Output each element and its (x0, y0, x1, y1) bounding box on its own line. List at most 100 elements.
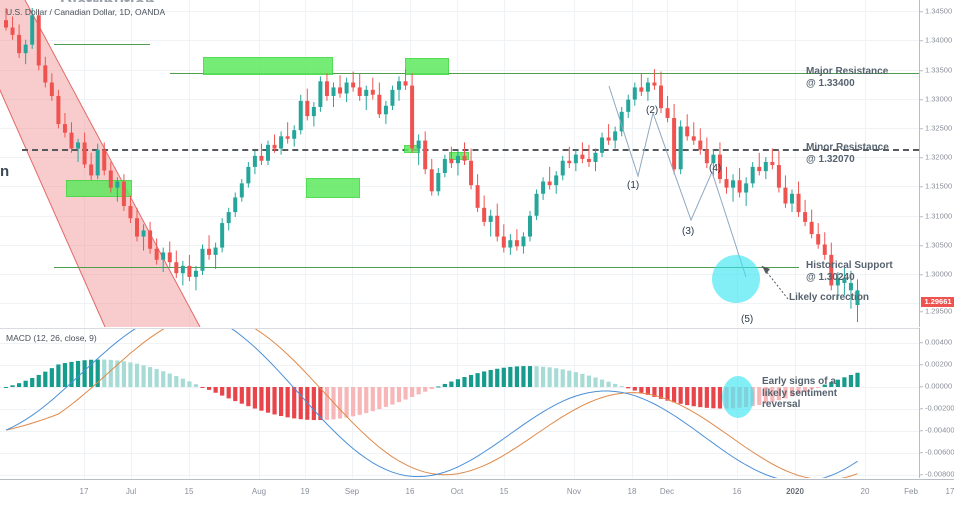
macd-histogram-bar (23, 380, 28, 387)
macd-histogram-bar (449, 381, 454, 387)
macd-histogram-bar (442, 383, 447, 387)
macd-histogram-bar (285, 387, 290, 418)
macd-histogram-bar (462, 377, 467, 387)
macd-histogram-bar (410, 387, 415, 397)
macd-histogram-bar (619, 386, 624, 388)
time-scale[interactable]: 17 Jul 15 Aug 19 Sep 16 Oct 15 Nov 18 Dec 16 2020 20 Fe… (0, 479, 954, 512)
macd-histogram-bar (239, 387, 244, 404)
macd-histogram-bar (30, 377, 35, 387)
macd-histogram-bar (632, 387, 637, 391)
wave5-highlight-ellipse (712, 255, 760, 303)
macd-histogram-bar (586, 375, 592, 387)
price-tick: 1.34000 (920, 36, 954, 44)
price-chart-pane[interactable]: (1) (2) (3) (4) (5) Major Resistance @ 1… (0, 0, 919, 327)
symbol-title: U.S. Dollar / Canadian Dollar, 1D, OANDA (6, 7, 166, 17)
macd-histogram-bar (154, 369, 159, 387)
macd-histogram-bar (272, 387, 277, 415)
macd-histogram-bar (691, 387, 696, 407)
macd-histogram-bar (704, 387, 709, 408)
macd-reversal-annotation: Early signs of a likely sentiment revers… (762, 376, 838, 410)
price-tick: 1.32000 (920, 153, 954, 161)
price-tick: 1.31500 (920, 182, 954, 190)
macd-histogram-bar (75, 360, 81, 387)
wave-label-3: (3) (682, 226, 695, 237)
macd-histogram-bar (134, 363, 140, 387)
macd-histogram-bar (115, 360, 120, 387)
macd-histogram-bar (167, 373, 172, 387)
macd-histogram-bar (89, 359, 94, 387)
macd-histogram-bar (495, 368, 500, 387)
gridline-horizontal (0, 216, 919, 217)
macd-scale[interactable]: 0.00400 0.00200 0.00000 -0.00200 -0.0040… (919, 328, 954, 478)
price-tick: 1.30000 (920, 270, 954, 278)
gridline-horizontal (0, 274, 919, 275)
historical-support-line (54, 267, 799, 268)
macd-tick: 0.00200 (920, 360, 954, 368)
gridline-horizontal (0, 409, 919, 410)
major-resistance-line (170, 73, 919, 74)
gridline-vertical (410, 0, 411, 327)
macd-histogram-bar (698, 387, 703, 408)
time-tick: Dec (659, 487, 675, 496)
macd-histogram-bar (855, 372, 860, 387)
macd-histogram-bar (318, 387, 323, 421)
macd-histogram-bar (534, 366, 539, 387)
gridline-vertical (795, 0, 796, 327)
macd-histogram-bar (357, 387, 362, 415)
macd-histogram-bar (396, 387, 402, 403)
macd-histogram-bar (711, 387, 716, 409)
macd-histogram-bar (180, 378, 185, 387)
time-tick: Feb (904, 487, 918, 496)
likely-correction-annotation: Likely correction (789, 292, 870, 303)
macd-histogram-bar (324, 387, 330, 420)
time-tick: Sep (344, 487, 360, 496)
gridline-horizontal (0, 186, 919, 187)
macd-histogram-bar (541, 366, 546, 387)
price-scale[interactable]: 1.34500 1.34000 1.33500 1.33000 1.32500 … (919, 0, 954, 327)
macd-histogram-bar (554, 368, 559, 387)
macd-histogram-bar (475, 373, 480, 387)
macd-tick: 0.00400 (920, 338, 954, 346)
historical-support-annotation: Historical Support @ 1.30240 (806, 260, 893, 283)
macd-histogram-bar (292, 387, 297, 419)
gridline-horizontal (0, 245, 919, 246)
macd-histogram-bar (783, 387, 788, 399)
likely-correction-arrow (761, 265, 789, 300)
macd-histogram-bar (383, 387, 388, 407)
macd-histogram-bar (436, 386, 441, 388)
gridline-vertical (667, 0, 668, 327)
gridline-vertical (865, 329, 866, 478)
price-tick: 1.33000 (920, 95, 954, 103)
gridline-horizontal (0, 365, 919, 366)
macd-histogram-bar (573, 372, 578, 387)
time-tick: Jul (125, 487, 137, 496)
macd-histogram-bar (213, 387, 218, 393)
macd-histogram-bar (108, 359, 113, 387)
macd-histogram-bar (580, 373, 585, 387)
gridline-vertical (189, 0, 190, 327)
macd-histogram-bar (665, 387, 670, 401)
macd-histogram-bar (547, 367, 552, 387)
macd-tick: -0.00800 (920, 470, 954, 478)
macd-histogram-bar (390, 387, 395, 405)
gridline-vertical (632, 0, 633, 327)
macd-histogram-bar (508, 366, 513, 387)
macd-histogram-bar (455, 379, 461, 387)
macd-histogram-bar (226, 387, 231, 399)
macd-histogram-bar (344, 387, 349, 418)
macd-histogram-bar (763, 387, 768, 404)
time-tick: 17 (945, 487, 954, 496)
macd-histogram-bar (252, 387, 257, 409)
macd-histogram-bar (816, 387, 821, 388)
macd-histogram-bar (370, 387, 375, 412)
price-tick: 1.31000 (920, 212, 954, 220)
macd-histogram-bar (796, 387, 801, 395)
macd-tick: -0.00200 (920, 404, 954, 412)
time-tick: 16 (405, 487, 415, 496)
gridline-vertical (574, 329, 575, 478)
macd-title: MACD (12, 26, close, 9) (6, 333, 97, 343)
price-tick: 1.30500 (920, 241, 954, 249)
macd-histogram-bar (206, 387, 212, 390)
macd-indicator-pane[interactable]: Early signs of a likely sentiment revers… (0, 328, 919, 478)
